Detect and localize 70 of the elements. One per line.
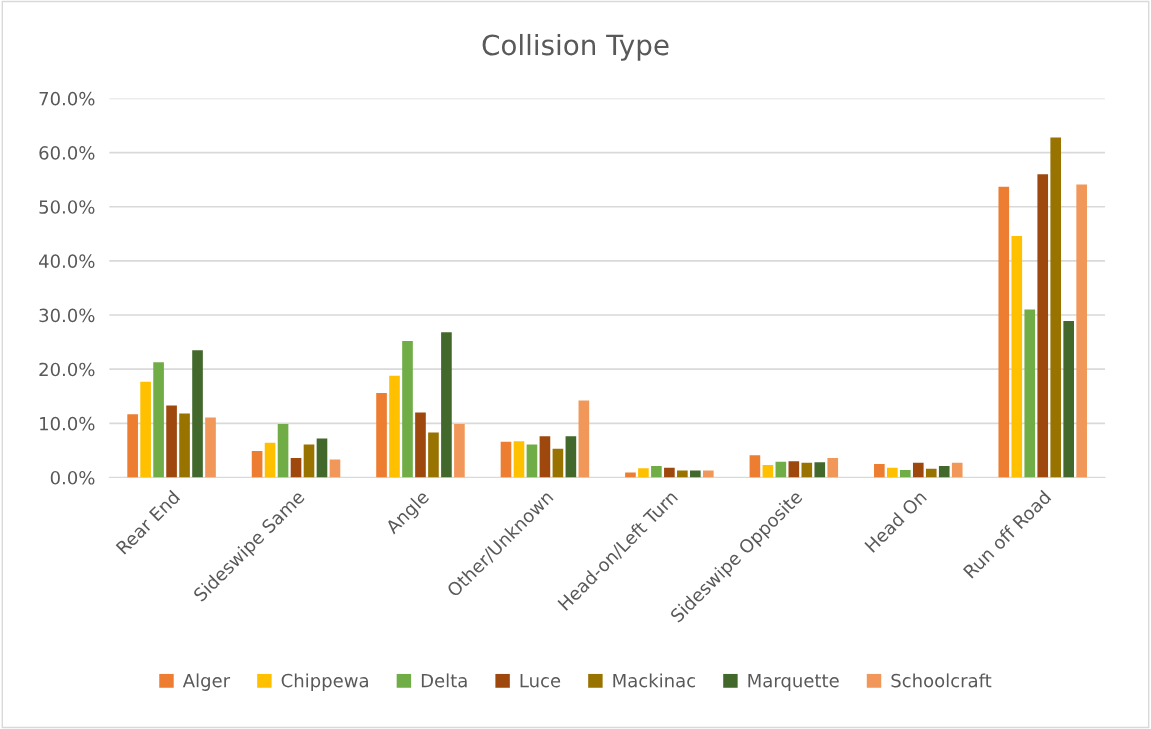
y-tick-label: 10.0% — [40, 416, 95, 431]
bar — [874, 463, 885, 478]
y-tick-label: 50.0% — [39, 200, 95, 214]
legend-label: Delta — [421, 673, 467, 688]
bar — [951, 462, 963, 478]
y-tick-label: 0.0% — [50, 470, 95, 485]
bar — [814, 462, 826, 478]
bar — [762, 465, 774, 478]
legend-label: Luce — [520, 673, 561, 688]
bar — [251, 450, 263, 478]
bar — [887, 467, 898, 478]
bar — [565, 436, 577, 478]
bar — [651, 466, 662, 478]
bar — [290, 458, 302, 478]
legend-label: Chippewa — [281, 673, 368, 691]
bar — [376, 393, 387, 478]
bar — [1024, 309, 1036, 478]
bar — [677, 470, 688, 478]
bar — [1063, 320, 1075, 478]
bar — [788, 461, 800, 478]
bar — [513, 441, 525, 478]
bar — [402, 341, 413, 478]
bar — [1050, 137, 1062, 478]
bar — [428, 432, 439, 478]
bar — [153, 362, 164, 478]
bar — [415, 412, 426, 478]
bar — [264, 442, 276, 478]
bar — [827, 458, 839, 478]
bar — [638, 468, 649, 478]
bar — [552, 448, 564, 478]
bar — [179, 413, 190, 478]
bar — [277, 423, 289, 478]
bar — [664, 467, 675, 478]
bar — [578, 400, 590, 478]
bar — [938, 466, 950, 478]
legend-label: Alger — [182, 673, 231, 691]
legend-label: Marquette — [748, 673, 839, 691]
y-tick-label: 60.0% — [39, 146, 95, 160]
bar — [912, 462, 924, 478]
bar — [925, 468, 937, 478]
bar — [192, 350, 203, 478]
legend-label: Schoolcraft — [891, 673, 992, 688]
bar — [127, 414, 138, 478]
bar — [1037, 174, 1049, 478]
bar — [775, 461, 787, 478]
bar — [690, 470, 701, 478]
bar — [205, 417, 216, 478]
bar — [500, 441, 512, 478]
bar — [316, 438, 328, 478]
bar — [899, 469, 911, 478]
legend-label: Mackinac — [613, 673, 695, 688]
bar — [1011, 235, 1023, 478]
bar — [801, 462, 813, 478]
bar — [1076, 184, 1087, 478]
y-tick-label: 20.0% — [39, 362, 95, 377]
chart-title: Collision Type — [482, 33, 669, 61]
bar — [166, 405, 177, 478]
bar — [526, 444, 538, 478]
bar — [140, 381, 151, 478]
bar — [303, 444, 315, 478]
bar — [389, 375, 400, 478]
y-tick-label: 40.0% — [38, 254, 95, 268]
bar — [998, 186, 1010, 478]
y-tick-label: 70.0% — [39, 91, 95, 106]
bar — [702, 470, 714, 478]
bar — [749, 455, 761, 478]
bar — [539, 436, 551, 478]
bar — [441, 332, 452, 478]
y-tick-label: 30.0% — [39, 308, 95, 323]
bar — [454, 423, 465, 478]
